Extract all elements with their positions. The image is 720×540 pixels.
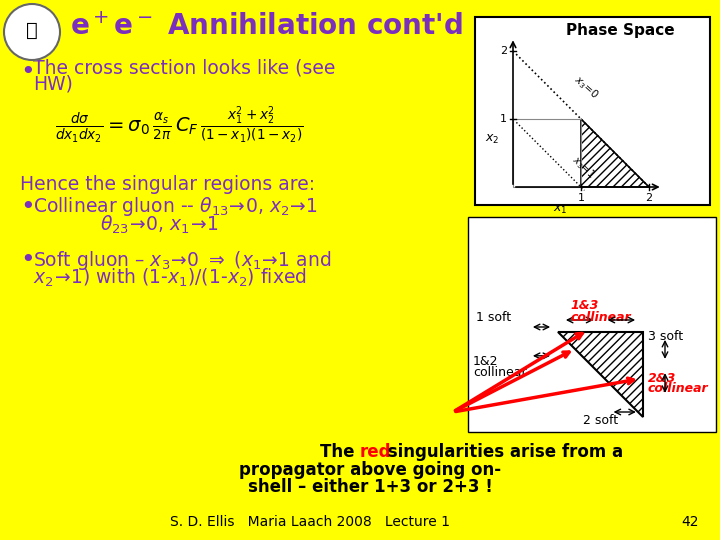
Text: Collinear gluon -- $\theta_{13}\!\rightarrow\!0$, $x_2\!\rightarrow\!1$: Collinear gluon -- $\theta_{13}\!\righta… [33, 195, 318, 219]
Text: collinear: collinear [648, 382, 708, 395]
Text: •: • [20, 60, 35, 84]
FancyBboxPatch shape [468, 217, 716, 432]
Circle shape [4, 4, 60, 60]
Text: $\frac{d\sigma}{dx_1 dx_2} = \sigma_0\, \frac{\alpha_s}{2\pi}\, C_F\, \frac{x_1^: $\frac{d\sigma}{dx_1 dx_2} = \sigma_0\, … [55, 104, 304, 146]
Text: The: The [320, 443, 360, 461]
Text: Soft gluon – $x_3\!\rightarrow\!0$ $\Rightarrow$ $(x_1\!\rightarrow\!1$ and: Soft gluon – $x_3\!\rightarrow\!0$ $\Rig… [33, 248, 331, 272]
Text: 1: 1 [577, 193, 585, 203]
Text: $\theta_{23}\!\rightarrow\!0$, $x_1\!\rightarrow\!1$: $\theta_{23}\!\rightarrow\!0$, $x_1\!\ri… [100, 214, 219, 236]
Text: 1 soft: 1 soft [476, 311, 511, 324]
Text: $x_1$: $x_1$ [554, 203, 568, 216]
Text: $x_2\!\rightarrow\!1)$ with $(1\text{-}x_1)/(1\text{-}x_2)$ fixed: $x_2\!\rightarrow\!1)$ with $(1\text{-}x… [33, 267, 307, 289]
Text: 🔵: 🔵 [26, 21, 38, 39]
FancyBboxPatch shape [475, 17, 710, 205]
Text: 2&3: 2&3 [648, 372, 676, 385]
Text: collinear: collinear [571, 311, 631, 324]
Text: S. D. Ellis   Maria Laach 2008   Lecture 1: S. D. Ellis Maria Laach 2008 Lecture 1 [170, 515, 450, 529]
Text: HW): HW) [33, 75, 73, 93]
Text: singularities arise from a: singularities arise from a [382, 443, 623, 461]
Text: 42: 42 [681, 515, 698, 529]
Text: $x_3\!=\!1$: $x_3\!=\!1$ [569, 153, 598, 181]
Text: •: • [20, 195, 35, 219]
Text: 2: 2 [500, 46, 507, 56]
Text: red: red [360, 443, 392, 461]
Text: 1: 1 [500, 114, 507, 124]
Text: propagator above going on-: propagator above going on- [239, 461, 501, 479]
Text: collinear: collinear [473, 366, 526, 379]
Text: •: • [20, 248, 35, 272]
Text: 2 soft: 2 soft [583, 414, 618, 427]
Text: 2: 2 [645, 193, 652, 203]
Text: e$^+$e$^-$ Annihilation cont'd: e$^+$e$^-$ Annihilation cont'd [70, 13, 463, 41]
Text: 1&2: 1&2 [473, 355, 498, 368]
Text: 3 soft: 3 soft [648, 330, 683, 343]
Text: Phase Space: Phase Space [567, 24, 675, 38]
Text: Hence the singular regions are:: Hence the singular regions are: [20, 176, 315, 194]
Text: The cross section looks like (see: The cross section looks like (see [33, 58, 336, 78]
Text: $x_3\!=\!0$: $x_3\!=\!0$ [571, 73, 601, 102]
Text: 1&3: 1&3 [571, 299, 599, 312]
Text: $x_2$: $x_2$ [485, 133, 499, 146]
Text: shell – either 1+3 or 2+3 !: shell – either 1+3 or 2+3 ! [248, 478, 492, 496]
